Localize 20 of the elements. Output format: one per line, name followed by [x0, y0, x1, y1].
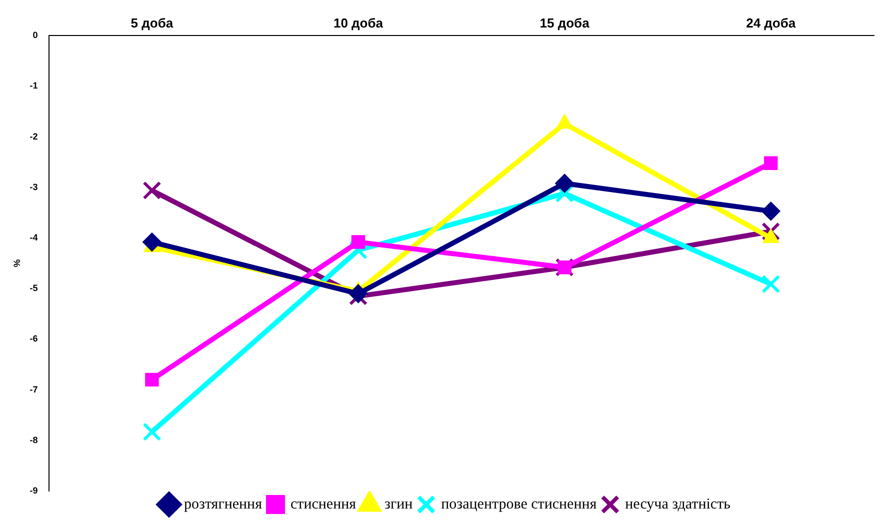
y-tick-label: 0: [32, 30, 38, 40]
y-tick-label: -5: [30, 283, 38, 294]
legend-label: несуча здатність: [625, 496, 731, 512]
legend-label: позацентрове стиснення: [441, 496, 597, 512]
x-tick-label: 5 доба: [130, 15, 174, 30]
y-tick-label: -4: [30, 232, 38, 242]
y-tick-label: -6: [30, 334, 38, 344]
x-tick-label: 24 доба: [746, 15, 796, 30]
y-tick-label: -1: [30, 80, 38, 91]
legend-label: згин: [384, 496, 413, 512]
y-tick-label: -9: [30, 485, 38, 496]
y-axis-title: %: [12, 259, 22, 268]
y-tick-label: -3: [30, 182, 38, 192]
y-tick-label: -7: [30, 384, 38, 394]
legend-label: розтягнення: [184, 496, 262, 512]
x-tick-label: 15 доба: [540, 15, 590, 30]
x-tick-label: 10 доба: [333, 15, 384, 30]
y-tick-label: -8: [30, 434, 38, 445]
y-tick-label: -2: [30, 131, 38, 142]
legend-label: стиснення: [290, 496, 356, 512]
